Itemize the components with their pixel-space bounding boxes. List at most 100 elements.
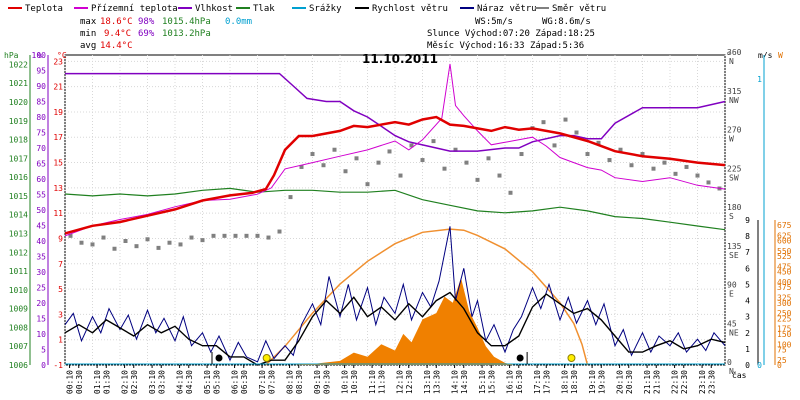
axis-degc-tick: 23 [53,57,63,66]
stats-min-humidity: 69% [138,29,155,39]
axis-ms-tick: 0 [745,361,750,370]
sunset-marker [567,354,576,362]
series-wind-direction-point [651,166,656,171]
axis-degc-unit: °C [57,51,67,60]
axis-degc-tick: 5 [58,285,63,294]
axis-w-tick: 600 [777,237,792,246]
legend-label-tlak: Tlak [253,4,275,14]
axis-w-unit: W [778,51,783,60]
axis-dir-compass: NW [729,96,739,105]
axis-w-tick: 25 [777,356,787,365]
stats-avg-label: avg [80,41,96,51]
x-tick-label: 00:10 [66,370,75,394]
axis-hpa-tick: 1019 [9,117,28,126]
axis-pct-tick: 40 [36,237,46,246]
x-tick-label: 21:10 [643,370,652,394]
series-wind-direction-point [574,130,579,135]
x-tick-label: 20:10 [616,370,625,394]
series-wind-direction-point [211,233,216,238]
x-tick-label: 14:30 [460,370,469,394]
series-wind-direction-point [497,173,502,178]
info-sun: Slunce Východ:07:20 Západ:18:25 [427,29,595,39]
axis-hpa-tick: 1015 [9,192,28,201]
axis-ms-unit: m/s [758,51,773,60]
series-wind-direction-point [508,190,513,195]
axis-mm-tick-top: 1 [757,75,762,84]
axis-w-tick: 150 [777,330,792,339]
series-wind-direction-point [563,117,568,122]
x-tick-label: 05:10 [203,370,212,394]
series-wind-direction-point [442,166,447,171]
x-tick-label: 22:10 [671,370,680,394]
legend-label-naraz: Náraz větru [477,4,537,14]
axis-dir-tick: 0 [727,358,732,367]
series-wind-direction-point [200,238,205,243]
axis-pct-tick: 50 [36,206,46,215]
series-wind-speed-line [64,291,726,366]
x-tick-label: 08:10 [286,370,295,394]
series-wind-direction-point [486,156,491,161]
axis-pct-tick: 60 [36,175,46,184]
x-tick-label: 23:10 [698,370,707,394]
info-wind-gust: WG:8.6m/s [542,17,591,27]
x-tick-label: 18:30 [570,370,579,394]
series-wind-direction-point [695,173,700,178]
axis-dir-tick: 135 [727,242,742,251]
series-wind-direction-point [684,164,689,169]
series-wind-direction-point [376,160,381,165]
x-tick-label: 20:30 [625,370,634,394]
x-tick-label: 16:30 [515,370,524,394]
legend-label-srazky: Srážky [309,4,342,14]
axis-w-tick: 100 [777,340,792,349]
axis-pct-tick: 0 [41,361,46,370]
axis-hpa-tick: 1018 [9,136,28,145]
axis-pct-tick: 30 [36,268,46,277]
x-tick-label: 01:10 [93,370,102,394]
series-wind-direction-point [233,233,238,238]
info-moon: Měsíc Východ:16:33 Západ:5:36 [427,41,584,51]
chart-title: 11.10.2011 [362,52,438,66]
axis-ms-tick: 7 [745,248,750,257]
x-tick-label: 01:30 [102,370,111,394]
moonrise-marker [516,354,524,362]
x-tick-label: 18:10 [561,370,570,394]
axis-w-tick: 625 [777,231,792,240]
series-ground-temperature-line [64,63,726,237]
axis-pct-tick: 70 [36,144,46,153]
x-tick-label: 11:10 [368,370,377,394]
axis-degc-tick: 21 [53,83,63,92]
axis-degc-tick: 9 [58,234,63,243]
axis-ms-tick: 4 [745,297,750,306]
x-tick-label: 22:30 [680,370,689,394]
axis-hpa-tick: 1009 [9,305,28,314]
axis-hpa-tick: 1006 [9,361,28,370]
x-tick-label: 17:10 [533,370,542,394]
x-tick-label: 06:10 [231,370,240,394]
axis-ms-tick: 6 [745,264,750,273]
axis-pct-tick: 55 [36,191,46,200]
series-wind-direction-point [640,152,645,157]
axis-pct-tick: 20 [36,299,46,308]
axis-w-tick: 475 [777,262,792,271]
series-wind-direction-point [90,242,95,247]
stats-avg-temp: 14.4°C [100,41,133,51]
stats-max-label: max [80,17,97,27]
axis-hpa-tick: 1011 [9,267,28,276]
series-wind-direction-point [585,152,590,157]
axis-pct-tick: 90 [36,82,46,91]
axis-ms-tick: 9 [745,216,750,225]
axis-mm-tick-bottom: 0 [757,361,762,370]
series-wind-direction-point [552,143,557,148]
axis-dir-compass: E [729,290,734,299]
axis-pct-tick: 5 [41,346,46,355]
axis-dir-tick: 180 [727,203,742,212]
axis-hpa-unit: hPa [4,51,19,60]
series-wind-direction-point [244,233,249,238]
series-wind-direction-point [365,182,370,187]
axis-w-tick: 450 [777,268,792,277]
x-tick-label: 04:10 [176,370,185,394]
x-tick-label: 12:30 [405,370,414,394]
sunrise-marker [262,354,271,362]
x-tick-label: 02:10 [121,370,130,394]
axis-dir-compass: W [729,135,734,144]
